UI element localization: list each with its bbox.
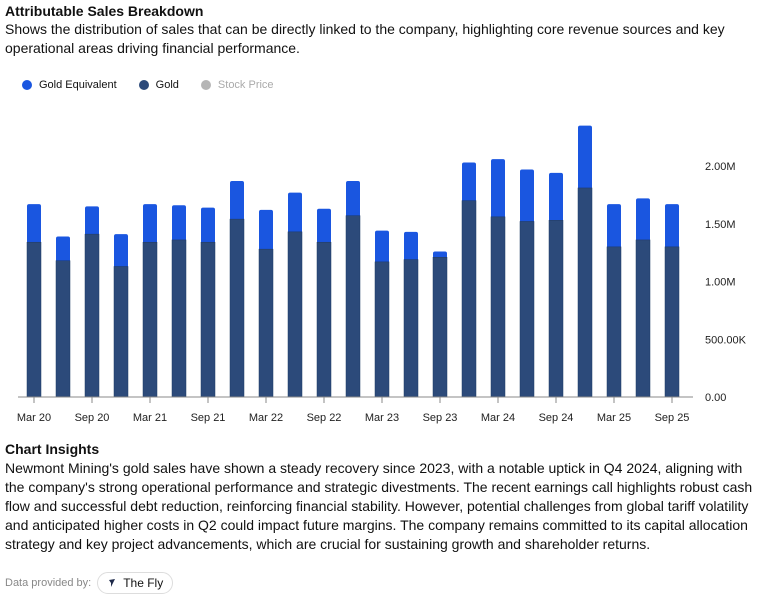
bar-gold <box>577 187 593 398</box>
bar-gold <box>287 231 303 398</box>
provider-name: The Fly <box>123 576 164 590</box>
bar-gold-equivalent <box>578 125 592 191</box>
bar-gold-equivalent <box>56 236 70 264</box>
bar-gold <box>403 259 419 398</box>
x-tick-label: Sep 25 <box>655 412 690 424</box>
bar-gold <box>26 241 42 398</box>
bar-gold-equivalent <box>665 204 679 250</box>
x-tick-label: Sep 22 <box>307 412 342 424</box>
bar-gold <box>606 246 622 398</box>
legend-stock-price[interactable]: Stock Price <box>200 79 274 91</box>
bar-gold <box>142 241 158 398</box>
y-tick-label: 1.50M <box>705 219 736 231</box>
x-tick-label: Mar 22 <box>249 412 283 424</box>
x-tick-label: Sep 23 <box>423 412 458 424</box>
bar-gold-equivalent <box>491 159 505 220</box>
insights-title: Chart Insights <box>5 441 100 457</box>
y-tick-label: 0.00 <box>705 392 726 404</box>
bar-gold <box>345 215 361 398</box>
legend-dot-icon <box>138 80 149 90</box>
bar-gold-equivalent <box>114 234 128 270</box>
bar-gold <box>55 260 71 398</box>
legend-label: Gold Equivalent <box>39 79 117 91</box>
bar-gold <box>664 246 680 398</box>
bar-gold-equivalent <box>259 209 273 253</box>
x-tick-label: Mar 25 <box>597 412 631 424</box>
bar-gold-equivalent <box>288 192 302 235</box>
footer-label: Data provided by: <box>5 577 92 589</box>
bar-gold-equivalent <box>636 198 650 243</box>
bar-gold <box>258 248 274 398</box>
bar-gold <box>113 266 129 398</box>
legend-gold-equivalent[interactable]: Gold Equivalent <box>22 79 117 91</box>
bar-gold-equivalent <box>230 181 244 223</box>
bar-gold-equivalent <box>85 206 99 238</box>
bar-gold <box>316 241 332 398</box>
bar-gold-equivalent <box>143 204 157 246</box>
y-tick-label: 500.00K <box>705 334 747 346</box>
bar-gold-equivalent <box>375 230 389 265</box>
provider-badge[interactable]: The Fly <box>97 572 174 594</box>
legend-dot-icon <box>200 80 211 90</box>
bar-gold <box>490 216 506 398</box>
bar-gold <box>461 200 477 398</box>
bar-gold <box>84 233 100 398</box>
x-tick-label: Mar 24 <box>481 412 515 424</box>
bar-gold <box>519 221 535 398</box>
bar-gold <box>548 220 564 398</box>
x-tick-label: Sep 20 <box>75 412 110 424</box>
x-tick-label: Mar 21 <box>133 412 167 424</box>
y-tick-label: 2.00M <box>705 161 736 173</box>
legend: Gold Equivalent Gold Stock Price <box>22 79 274 91</box>
footer: Data provided by: The Fly <box>5 572 174 594</box>
chart-subtitle: Shows the distribution of sales that can… <box>5 21 725 56</box>
x-tick-label: Mar 20 <box>17 412 51 424</box>
y-tick-label: 1.00M <box>705 277 736 289</box>
bar-gold <box>200 241 216 398</box>
bar-gold-equivalent <box>549 172 563 224</box>
x-tick-label: Sep 21 <box>191 412 226 424</box>
x-tick-label: Sep 24 <box>539 412 574 424</box>
bar-gold-equivalent <box>27 204 41 246</box>
the-fly-logo-icon <box>109 579 116 587</box>
legend-gold[interactable]: Gold <box>138 79 179 91</box>
bar-chart: Mar 20 Sep 20 Mar 21 Sep 21 Mar 22 Sep 22 Mar … <box>17 125 747 424</box>
bar-gold-equivalent <box>346 181 360 219</box>
insights-text: Newmont Mining's gold sales have shown a… <box>5 460 753 552</box>
bar-gold-equivalent <box>404 231 418 263</box>
bar-gold-equivalent <box>172 205 186 243</box>
bar-gold-equivalent <box>607 204 621 250</box>
bar-gold-equivalent <box>520 169 534 225</box>
bar-gold <box>432 256 448 398</box>
bar-gold <box>635 239 651 398</box>
legend-label: Gold <box>155 79 179 91</box>
bar-gold <box>229 218 245 398</box>
chart-title: Attributable Sales Breakdown <box>5 3 204 19</box>
legend-label: Stock Price <box>217 79 274 91</box>
legend-dot-icon <box>22 80 32 90</box>
bar-gold <box>374 261 390 398</box>
x-tick-label: Mar 23 <box>365 412 399 424</box>
bar-gold-equivalent <box>201 207 215 246</box>
bar-gold-equivalent <box>462 162 476 204</box>
bar-gold <box>171 239 187 398</box>
bar-gold-equivalent <box>317 208 331 246</box>
